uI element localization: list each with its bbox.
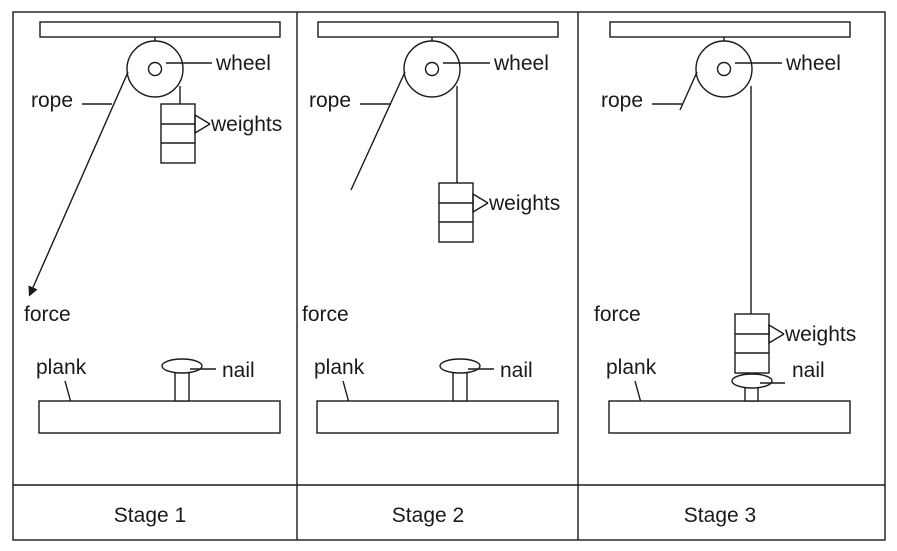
nail-head [439,358,481,374]
pulley-wheel [403,40,461,98]
ceiling-beam [39,21,281,38]
plank [38,400,281,434]
wheel-label: wheel [493,52,549,75]
pulley-wheel [126,40,184,98]
pulley-axle [716,61,732,77]
diagram-frame [12,11,886,541]
stage-1-panel: wheel rope weights force plank nail [24,21,282,434]
nail-label: nail [222,359,255,382]
weights-stack [734,313,770,374]
force-label: force [302,303,349,326]
stage-3-title: Stage 3 [684,504,756,527]
plank-label: plank [36,356,87,379]
stage-2-title: Stage 2 [392,504,464,527]
pulley-wheel [695,40,753,98]
pulley-axle [147,61,163,77]
ceiling-beam [317,21,559,38]
force-label: force [594,303,641,326]
plank [316,400,559,434]
rope [28,71,129,297]
weights-pointer [472,192,489,214]
nail-label: nail [500,359,533,382]
nail-shank [174,371,190,402]
plank [608,400,851,434]
nail-head [161,358,203,374]
weights-label: weights [488,192,560,215]
nail-label: nail [792,359,825,382]
wheel-label: wheel [215,52,271,75]
plank-label: plank [314,356,365,379]
weights-pointer [768,323,785,345]
weights-pointer [194,113,211,135]
rope-label: rope [31,89,73,112]
wheel-label: wheel [785,52,841,75]
stage-3-panel: wheel rope weights force plank nail [594,21,856,434]
stage-1-title: Stage 1 [114,504,186,527]
stage-2-panel: wheel rope weights force plank nail [302,21,560,434]
rope [350,71,406,191]
pulley-axle [424,61,440,77]
weights-label: weights [784,323,856,346]
plank-label: plank [606,356,657,379]
rope-label: rope [601,89,643,112]
weights-stack [160,103,196,164]
weights-label: weights [210,113,282,136]
rope [679,71,698,111]
nail-shank [744,386,759,402]
ceiling-beam [609,21,851,38]
weights-stack [438,182,474,243]
force-label: force [24,303,71,326]
nail-head [731,373,773,389]
nail-shank [452,371,468,402]
rope-label: rope [309,89,351,112]
